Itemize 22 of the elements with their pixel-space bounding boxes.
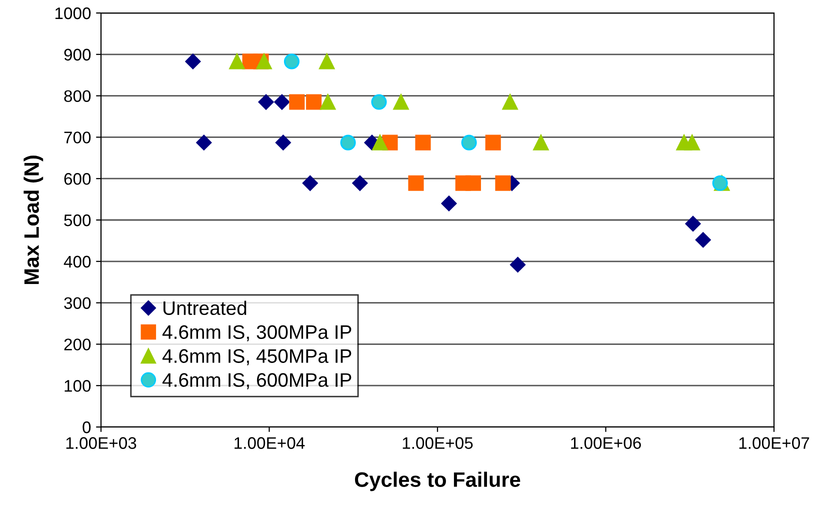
y-tick-label: 800: [64, 90, 91, 102]
y-tick-label: 300: [64, 297, 91, 310]
y-tick-label: 600: [64, 173, 91, 185]
y-tick-label: 500: [64, 214, 91, 226]
x-tick-label: 1.00E+06: [571, 437, 641, 449]
y-tick-label: 700: [64, 132, 91, 144]
x-tick-label: 1.00E+04: [234, 437, 305, 449]
y-tick-label: 100: [64, 380, 91, 392]
x-tick-label: 1.00E+07: [739, 437, 810, 449]
x-tick-label: 1.00E+05: [402, 437, 473, 449]
y-tick-label: 1000: [55, 7, 91, 20]
y-tick-label: 900: [64, 48, 91, 61]
legend-label: 4.6mm IS, 600MPa IP: [162, 373, 352, 390]
x-axis-title: Cycles to Failure: [355, 472, 520, 492]
y-tick-label: 0: [82, 421, 91, 434]
x-tick-label: 1.00E+03: [66, 437, 136, 449]
y-tick-label: 200: [64, 338, 91, 350]
y-tick-label: 400: [64, 256, 91, 268]
y-axis-title: Max Load (N): [24, 156, 44, 284]
legend-label: Untreated: [164, 300, 246, 316]
legend-label: 4.6mm IS, 300MPa IP: [162, 325, 352, 342]
legend-label: 4.6mm IS, 450MPa IP: [162, 349, 352, 366]
